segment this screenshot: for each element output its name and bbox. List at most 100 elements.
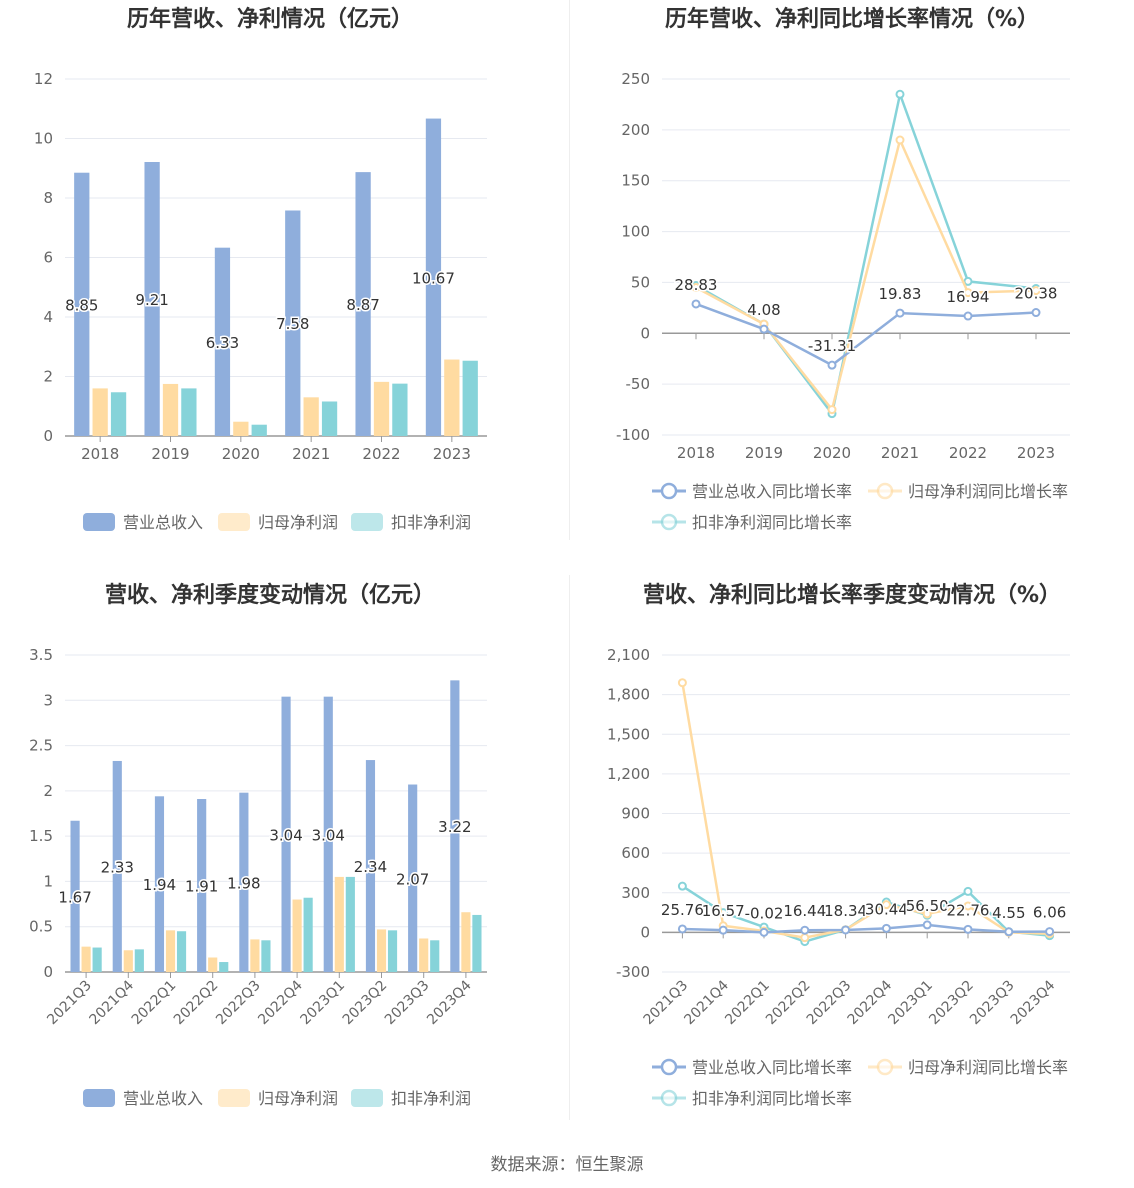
- x-tick-label: 2022Q3: [213, 978, 264, 1029]
- series-point-1: [718, 925, 728, 935]
- series-point-1: [827, 360, 837, 370]
- bar-2: [376, 929, 387, 972]
- bar-2: [92, 388, 108, 436]
- legend-label: 营业总收入同比增长率: [692, 482, 852, 501]
- bar-2: [461, 912, 471, 972]
- chart-title: 营收、净利同比增长率季度变动情况（%）: [643, 582, 1061, 608]
- bar-1: [112, 760, 122, 972]
- legend-item: 营业总收入: [83, 513, 203, 532]
- legend-swatch: [218, 513, 250, 531]
- bar-1: [285, 210, 301, 436]
- series-point-2: [881, 900, 891, 910]
- data-label: 1.98: [227, 874, 260, 892]
- legend-swatch: [351, 513, 383, 531]
- series-point-2: [963, 288, 973, 298]
- data-label: 2.34: [354, 858, 387, 876]
- series-point-1: [895, 308, 905, 318]
- series-point-3: [963, 276, 973, 286]
- legend-label: 归母净利润: [258, 1089, 338, 1108]
- legend-label: 扣非净利润: [391, 1089, 471, 1108]
- data-label: 6.33: [206, 334, 239, 352]
- chart-2: 历年营收、净利同比增长率情况（%） -100 -50 0 50 100 150 200 250 2…: [616, 6, 1070, 532]
- x-tick-label: 2018: [677, 444, 715, 462]
- legend-label: 营业总收入同比增长率: [692, 1058, 852, 1077]
- chart-3: 营收、净利季度变动情况（亿元）00.511.522.533.52021Q3202…: [29, 582, 487, 1108]
- bar-1: [425, 118, 442, 436]
- bar-2: [123, 950, 133, 972]
- chart-title: 历年营收、净利情况（亿元）: [127, 6, 413, 32]
- y-tick-label: 100: [621, 223, 650, 241]
- bar-2: [250, 939, 260, 972]
- data-label: 20.38: [1015, 285, 1058, 303]
- series-line-1: [682, 923, 1050, 934]
- data-label: 3.04: [312, 826, 345, 844]
- bar-2: [81, 946, 91, 972]
- legend-marker: [660, 482, 678, 500]
- chart-1: 历年营收、净利情况（亿元） 0 2 4 6 8 10 12 2018 2019 2020 2021 20…: [34, 6, 487, 532]
- legend-label: 营业总收入: [123, 513, 203, 532]
- x-tick-label: 2023Q3: [382, 978, 433, 1029]
- legend-item: 归母净利润: [218, 1089, 338, 1108]
- series-point-2: [1031, 286, 1041, 296]
- legend-item: 扣非净利润: [351, 1089, 471, 1108]
- x-tick-label: 2018: [81, 445, 119, 463]
- bar-3: [462, 360, 478, 436]
- x-tick-label: 2022Q2: [171, 978, 222, 1029]
- bar-2: [419, 938, 429, 972]
- data-label: 19.83: [879, 285, 922, 303]
- series-point-3: [895, 89, 905, 99]
- data-label: 56.50: [906, 897, 949, 915]
- series-point-1: [759, 324, 769, 334]
- y-tick-label: 200: [621, 121, 650, 139]
- legend-item: 营业总收入同比增长率: [652, 482, 852, 501]
- legend-item: 归母净利润同比增长率: [868, 1058, 1068, 1077]
- y-tick-label: 1: [43, 872, 53, 890]
- bar-2: [373, 381, 390, 436]
- legend-marker: [660, 513, 678, 531]
- x-tick-label: 2023Q4: [424, 977, 475, 1028]
- x-tick-label: 2022Q4: [255, 977, 306, 1028]
- x-tick-label: 2021Q3: [44, 978, 95, 1029]
- series-point-3: [677, 881, 687, 891]
- y-tick-label: 1,800: [607, 686, 650, 704]
- legend-swatch: [83, 513, 115, 531]
- data-label: 18.34: [824, 902, 867, 920]
- y-tick-label: 0: [640, 324, 650, 342]
- legend-label: 归母净利润同比增长率: [908, 1058, 1068, 1077]
- series-point-1: [759, 927, 769, 937]
- data-label: 4.08: [747, 301, 780, 319]
- x-tick-label: 2021: [292, 445, 330, 463]
- bar-3: [392, 383, 408, 436]
- data-label: 22.76: [947, 901, 990, 919]
- legend-label: 归母净利润: [258, 513, 338, 532]
- x-tick-label: 2021Q3: [641, 978, 692, 1029]
- series-point-1: [922, 920, 932, 930]
- data-label: 2.07: [396, 870, 429, 888]
- bar-3: [303, 897, 313, 972]
- x-tick-label: 2021: [881, 444, 919, 462]
- bar-3: [181, 388, 197, 436]
- x-tick-label: 2020: [813, 444, 851, 462]
- bar-1: [450, 680, 460, 972]
- bar-1: [214, 247, 231, 436]
- bar-2: [444, 359, 460, 436]
- x-tick-label: 2022Q1: [722, 978, 773, 1029]
- data-label: 4.55: [992, 904, 1025, 922]
- x-tick-label: 2022Q1: [129, 978, 180, 1029]
- series-line-2: [695, 136, 1037, 413]
- bar-2: [208, 957, 218, 972]
- series-point-1: [963, 924, 973, 934]
- data-label: 3.22: [438, 818, 471, 836]
- y-tick-label: 300: [621, 884, 650, 902]
- bar-3: [219, 962, 229, 972]
- series-line-1: [695, 302, 1037, 367]
- series-point-2: [691, 283, 701, 293]
- x-tick-label: 2023Q1: [885, 978, 936, 1029]
- bar-1: [154, 796, 165, 972]
- series-point-2: [922, 909, 932, 919]
- data-label: 25.76: [661, 901, 704, 919]
- x-tick-label: 2022: [949, 444, 987, 462]
- series-point-1: [881, 923, 891, 933]
- legend-swatch: [218, 1089, 250, 1107]
- y-tick-label: 10: [34, 130, 53, 148]
